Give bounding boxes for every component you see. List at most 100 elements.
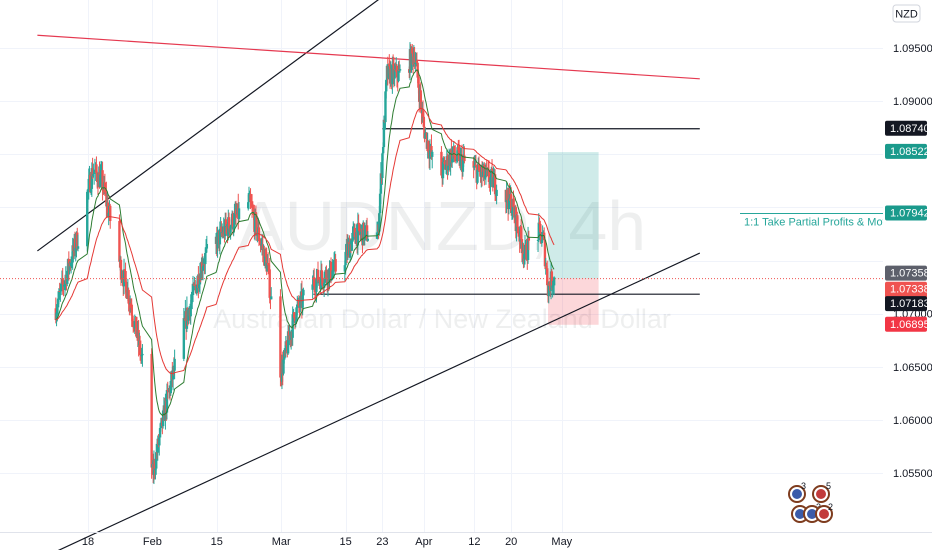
candle-body — [195, 285, 199, 294]
position-tool[interactable] — [548, 152, 883, 325]
candle-body — [237, 208, 241, 219]
candle-body — [247, 202, 250, 209]
candle-body — [516, 215, 519, 227]
candle-body — [443, 161, 446, 164]
candle-body — [527, 237, 531, 241]
candle-body — [525, 243, 528, 260]
candle-body — [220, 226, 223, 233]
candle-body — [427, 140, 430, 153]
candle-body — [96, 173, 99, 182]
candle-body — [546, 268, 549, 286]
candle-body — [506, 189, 509, 201]
price-badge-last[interactable]: 1.07358 — [885, 265, 930, 281]
candle-body — [520, 239, 524, 254]
candle-body — [454, 158, 458, 161]
candle-body — [107, 212, 110, 217]
price-badge-value: 1.08740 — [890, 123, 930, 135]
price-badge-bg — [885, 120, 927, 136]
partial-profit-note: 1:1 Take Partial Profits & Move SL — [744, 217, 911, 229]
candle-body — [293, 312, 296, 318]
candle-body — [91, 168, 94, 177]
candle-body — [102, 190, 105, 192]
candle-body — [363, 229, 366, 241]
candle-body — [411, 47, 414, 54]
candle-body — [366, 238, 370, 241]
candle-body — [478, 170, 481, 172]
event-icons[interactable]: 3 5 3 2 — [788, 481, 833, 523]
candle-body — [457, 150, 461, 152]
price-axis[interactable]: 1.095001.090001.070001.065001.060001.055… — [883, 0, 932, 532]
price-badge-stop[interactable]: 1.06895 — [885, 316, 930, 332]
candle-body — [519, 226, 523, 240]
candle-body — [301, 295, 304, 308]
candle-body — [137, 329, 140, 346]
candle-body — [395, 65, 399, 78]
candle-body — [154, 468, 157, 471]
candle-body — [547, 283, 550, 297]
price-tick-label: 1.09500 — [893, 43, 932, 55]
candle-body — [481, 171, 485, 176]
candle-body — [90, 168, 94, 189]
price-badge-level[interactable]: 1.07183 — [885, 296, 930, 312]
candle-body — [158, 437, 161, 446]
drawings[interactable] — [37, 0, 701, 550]
chart-grid — [0, 0, 883, 532]
candle-body — [480, 166, 484, 176]
candle-body — [133, 321, 136, 329]
news-icon-group-1[interactable]: 3 5 — [788, 481, 831, 503]
time-tick-label: May — [551, 536, 572, 548]
candle-body — [364, 225, 367, 230]
svg-text:5: 5 — [826, 481, 831, 491]
news-icon-group-2[interactable]: 3 2 — [791, 502, 833, 523]
trend-line-channel-lower[interactable] — [51, 252, 701, 550]
candle-body — [350, 240, 353, 251]
candle-body — [495, 189, 498, 196]
candle-body — [104, 192, 107, 194]
candle-body — [540, 240, 544, 244]
candle-body — [539, 223, 542, 233]
stop-zone[interactable] — [548, 278, 599, 325]
price-badge-target[interactable]: 1.07942 — [885, 205, 930, 221]
candle-body — [263, 249, 267, 266]
price-badge-target[interactable]: 1.08522 — [885, 143, 930, 159]
target-zone[interactable] — [548, 152, 599, 279]
candle-body — [516, 226, 520, 234]
candle-body — [357, 223, 360, 225]
candle-body — [474, 164, 478, 167]
candle-body — [56, 299, 60, 308]
candle-body — [382, 119, 386, 148]
time-axis[interactable]: 18 Feb 15 Mar 15 23 Apr 12 20 May — [0, 532, 932, 549]
candle-body — [353, 227, 356, 237]
candle-body — [510, 210, 514, 214]
candle-body — [463, 155, 466, 162]
candle-body — [63, 280, 67, 285]
price-tick-label: 1.09000 — [893, 96, 932, 108]
candle-body — [552, 285, 555, 287]
candle-body — [391, 64, 395, 66]
candle-body — [95, 164, 98, 174]
candle-body — [190, 300, 193, 304]
candle-body — [150, 353, 153, 468]
candle-body — [106, 202, 110, 217]
price-badge-value: 1.08522 — [890, 146, 930, 158]
candle-body — [294, 321, 297, 324]
candle-body — [59, 289, 62, 292]
candle-body — [121, 278, 124, 280]
candlesticks — [54, 42, 556, 485]
candle-body — [285, 341, 288, 346]
candle-body — [247, 194, 251, 203]
candle-body — [356, 223, 360, 246]
candle-body — [86, 189, 90, 192]
candle-body — [130, 307, 133, 316]
trend-line-channel-upper[interactable] — [37, 0, 497, 252]
candle-body — [420, 102, 423, 114]
candle-body — [194, 284, 197, 287]
currency-button[interactable]: NZD — [892, 4, 921, 23]
price-badge-level[interactable]: 1.08740 — [885, 120, 930, 136]
candle-body — [218, 228, 222, 245]
candle-body — [55, 312, 58, 320]
candle-body — [352, 229, 355, 233]
trend-line-resistance[interactable] — [37, 34, 700, 80]
candle-body — [234, 209, 238, 215]
